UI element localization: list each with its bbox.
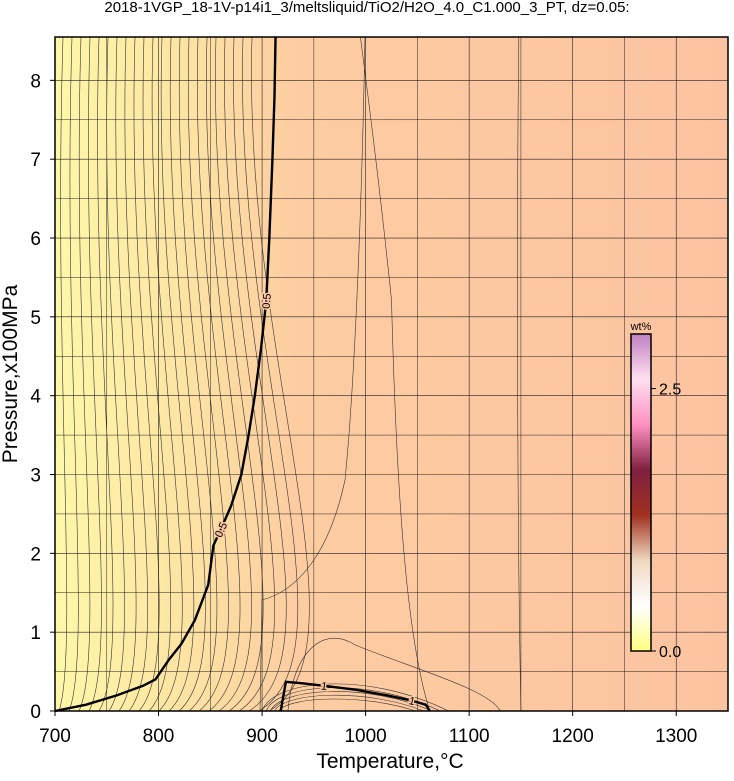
x-tick-label: 800: [143, 726, 175, 747]
plot-frame: [54, 36, 729, 712]
x-tick-label: 1300: [655, 726, 697, 747]
y-tick-label: 7: [30, 150, 41, 171]
contour-line-minor: [68, 36, 79, 712]
contour-line-minor: [88, 36, 102, 712]
y-tick-label: 2: [30, 544, 41, 565]
contour-line-minor: [133, 36, 160, 712]
x-tick-label: 700: [39, 726, 71, 747]
contour-line-minor: [261, 683, 449, 712]
x-tick-label: 1100: [449, 726, 490, 747]
contour-line-minor: [78, 36, 91, 712]
contour-line-minor: [58, 36, 68, 712]
colorbar-tick-label: 0.0: [659, 644, 681, 661]
y-tick-label: 1: [30, 623, 41, 644]
colorbar-title: wt%: [630, 321, 652, 333]
contour-line-minor: [124, 36, 148, 712]
x-tick-label: 900: [246, 726, 278, 747]
x-tick-label: 1200: [552, 726, 594, 747]
x-axis-label: Temperature,°C: [316, 750, 463, 773]
colorbar-tick-label: 2.5: [659, 382, 681, 399]
contour-label: 1: [320, 680, 328, 693]
chart-title: 2018-1VGP_18-1V-p14i1_3/meltsliquid/TiO2…: [104, 0, 629, 16]
y-tick-label: 5: [30, 308, 41, 329]
contour-line-minor: [115, 36, 137, 712]
contour-line-minor: [151, 36, 183, 712]
contour-line-minor: [142, 36, 172, 712]
y-tick-label: 6: [30, 229, 41, 250]
contour-line-minor: [517, 36, 522, 712]
minor-contours: [58, 36, 522, 712]
contour-line-minor: [360, 36, 431, 712]
contour-line: [279, 680, 431, 712]
contour-line-minor: [278, 698, 416, 712]
y-tick-label: 8: [30, 71, 41, 92]
contour-line-minor: [169, 36, 206, 712]
contour-line: [54, 36, 277, 713]
y-tick-label: 0: [30, 702, 41, 723]
contour-line-minor: [97, 36, 114, 712]
contour-line-minor: [160, 36, 195, 712]
contour-line-minor: [270, 691, 433, 712]
contour-line-minor: [287, 637, 501, 712]
contour-line-minor: [188, 36, 229, 712]
x-tick-label: 1000: [344, 726, 386, 747]
y-tick-label: 3: [30, 466, 41, 487]
y-axis-label: Pressure,x100MPa: [0, 284, 22, 463]
y-tick-label: 4: [30, 387, 41, 408]
contour-label: 1: [408, 695, 417, 708]
plot-background: [55, 37, 728, 711]
colorbar: [630, 333, 652, 652]
contour-label: 0.5: [261, 293, 274, 309]
